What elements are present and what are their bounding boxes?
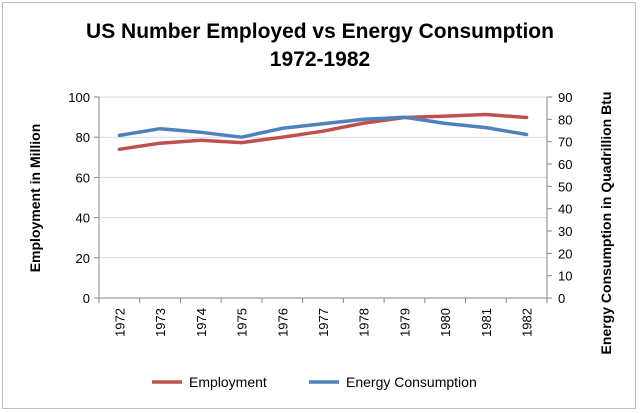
x-tick-label: 1972 <box>112 308 127 337</box>
x-tick-label: 1979 <box>397 308 412 337</box>
y2-tick-label: 60 <box>558 157 572 172</box>
gridlines <box>99 96 547 259</box>
y-tick-label: 20 <box>76 251 90 266</box>
x-tick-label: 1974 <box>194 308 209 337</box>
y2-tick-label: 20 <box>558 246 572 261</box>
y2-tick-label: 10 <box>558 269 572 284</box>
x-tick-label: 1977 <box>316 308 331 337</box>
y-axis-title: Employment in Million <box>27 124 43 273</box>
y2-tick-label: 70 <box>558 135 572 150</box>
x-tick-label: 1976 <box>275 308 290 337</box>
series-line-energy-consumption <box>117 115 529 139</box>
series-lines <box>117 112 529 152</box>
legend: Employment Energy Consumption <box>152 374 477 390</box>
x-tick-label: 1973 <box>153 308 168 337</box>
y-tick-label: 100 <box>68 90 90 105</box>
x-tick-label: 1981 <box>479 308 494 337</box>
chart-title: US Number Employed vs Energy Consumption <box>86 20 554 43</box>
x-tick-label: 1980 <box>438 308 453 337</box>
legend-label: Energy Consumption <box>346 374 477 390</box>
y-tick-label: 80 <box>76 130 90 145</box>
chart-subtitle: 1972-1982 <box>270 48 370 71</box>
y2-tick-label: 80 <box>558 112 572 127</box>
legend-label: Employment <box>189 374 267 390</box>
x-tick-label: 1982 <box>520 308 535 337</box>
y2-tick-label: 0 <box>558 291 565 306</box>
y2-tick-label: 40 <box>558 202 572 217</box>
y2-tick-label: 50 <box>558 179 572 194</box>
y2-tick-label: 90 <box>558 90 572 105</box>
x-tick-label: 1975 <box>235 308 250 337</box>
tick-labels: 0 20 40 60 80 100 0 10 20 30 40 50 60 70 80 90 1972 1973 1… <box>68 90 572 337</box>
legend-item: Energy Consumption <box>309 374 477 390</box>
chart-frame <box>2 2 636 409</box>
y-tick-label: 60 <box>76 170 90 185</box>
series-line-employment <box>117 112 529 152</box>
x-tick-label: 1978 <box>357 308 372 337</box>
y-tick-label: 0 <box>83 291 90 306</box>
axes <box>94 96 552 303</box>
y-tick-label: 40 <box>76 211 90 226</box>
y2-tick-label: 30 <box>558 224 572 239</box>
legend-item: Employment <box>152 374 267 390</box>
y2-axis-title: Energy Consumption in Quadrillion Btu <box>598 92 614 355</box>
